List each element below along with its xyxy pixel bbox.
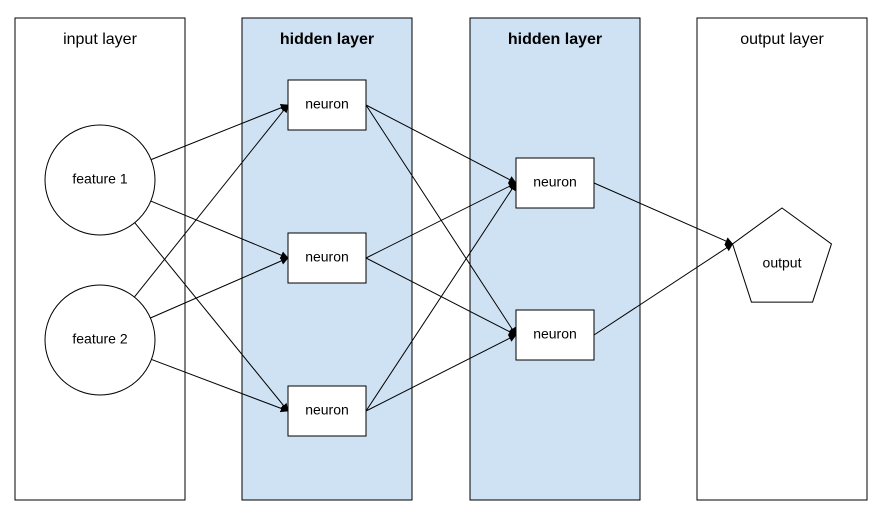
layer-hidden2-title: hidden layer [508, 31, 602, 48]
layer-input-title: input layer [63, 31, 137, 48]
node-h1n3-label: neuron [305, 402, 349, 418]
node-h1n2-label: neuron [305, 249, 349, 265]
node-output-label: output [763, 255, 802, 271]
node-h2n1-label: neuron [533, 174, 577, 190]
neural-network-diagram: input layer hidden layer hidden layer outpu… [0, 0, 882, 516]
layer-hidden1-title: hidden layer [280, 31, 374, 48]
node-feature1-label: feature 1 [72, 171, 127, 187]
node-feature2-label: feature 2 [72, 331, 127, 347]
node-h1n1-label: neuron [305, 96, 349, 112]
layer-output-title: output layer [740, 31, 824, 48]
edges [134, 105, 732, 411]
node-h2n2-label: neuron [533, 326, 577, 342]
layer-input [15, 18, 185, 500]
layer-hidden2 [470, 18, 640, 500]
